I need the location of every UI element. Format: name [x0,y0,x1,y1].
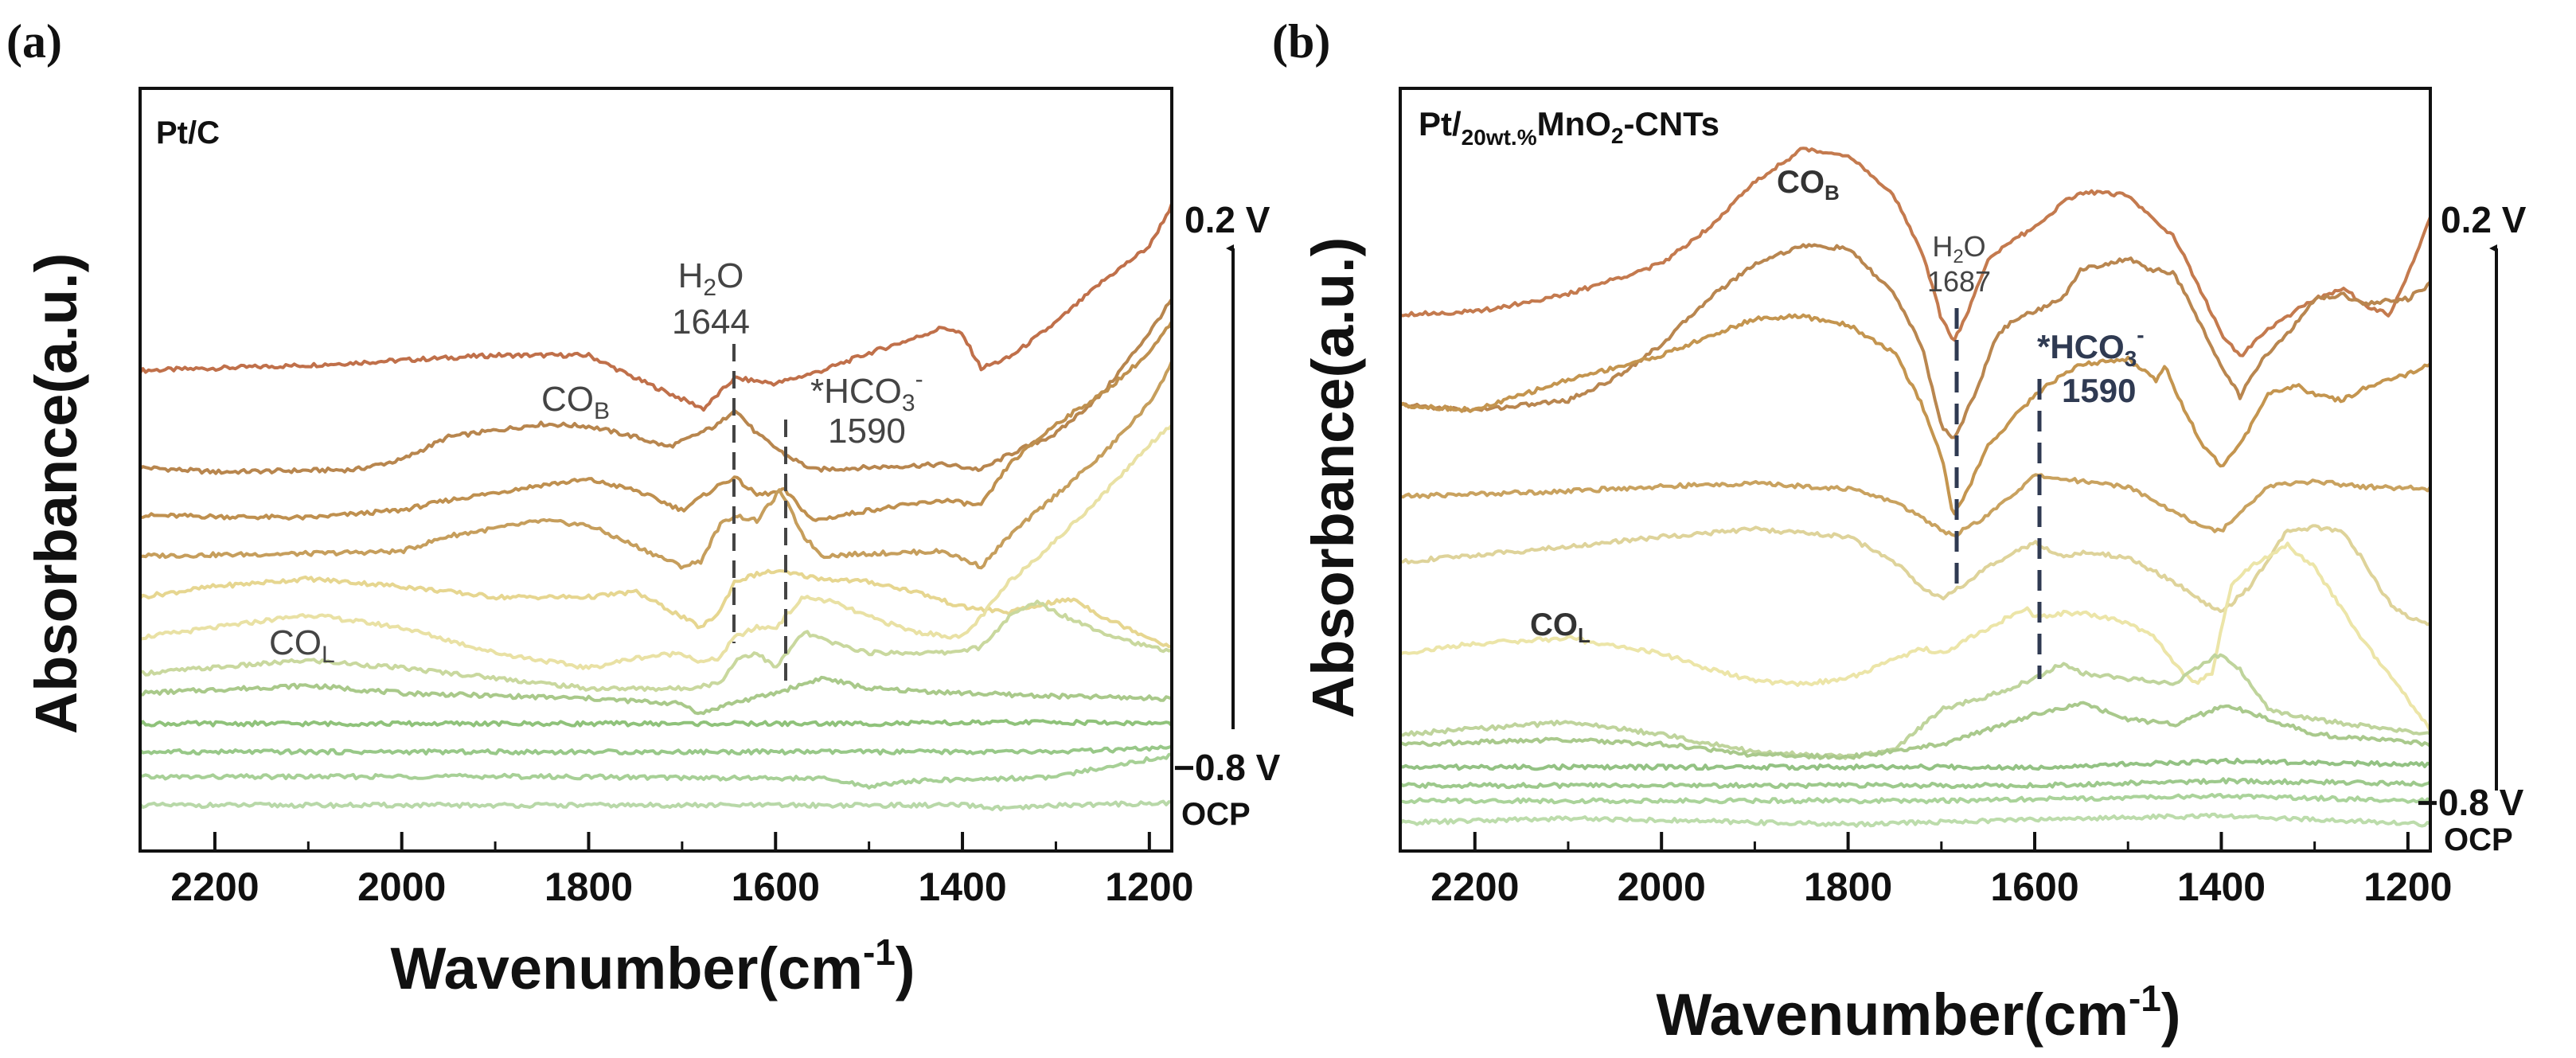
panel-a-sample-label: Pt/C [156,115,220,150]
x-tick-label-a: 1200 [1105,865,1193,909]
panel-b: (b) Absorbance(a.u.) 2200 2000 1800 1600 140… [1272,15,2527,1048]
panel-b-potential-top: 0.2 V [2441,199,2527,240]
spectrum-line-b-3 [1399,313,2432,516]
x-tick-label-b: 2000 [1618,865,1706,909]
panel-a-ocp-label: OCP [1181,797,1251,832]
spectrum-line-a-4 [139,361,1173,570]
panel-b-h2o-label: H2O [1932,230,1985,267]
panel-a-y-axis-title: Absorbance(a.u.) [23,253,89,734]
panel-a-cob-label: COB [541,380,610,424]
spectrum-line-a-5 [139,568,1173,649]
panel-b-potential-bottom: −0.8 V [2417,782,2524,823]
panel-b-ocp-label: OCP [2444,822,2513,857]
panel-b-cob-label: COB [1777,165,1840,205]
spectrum-line-a-3 [139,320,1173,522]
panel-a-col-label: COL [269,623,335,668]
panel-a-plot-area: 2200 2000 1800 1600 1400 1200 [139,202,1193,909]
panel-b-h2o-wavenumber: 1687 [1927,265,1991,298]
x-tick-label-a: 1600 [732,865,820,909]
x-tick-label-a: 2200 [170,865,259,909]
spectrum-line-a-9 [139,719,1173,728]
panel-b-letter: (b) [1272,15,1330,68]
panel-a-x-axis-title: Wavenumber(cm-1) [390,931,915,1001]
spectrum-line-b-6 [1399,541,2432,732]
panel-b-frame [1399,87,2432,853]
panel-a-hco3-label: *HCO3- [810,366,923,416]
panel-a-letter: (a) [6,15,62,68]
panel-a-potential-bottom: −0.8 V [1173,747,1281,788]
panel-b-plot-area: 2200 2000 1800 1600 1400 1200 [1399,146,2452,909]
panel-b-x-axis-title: Wavenumber(cm-1) [1656,978,2180,1048]
x-tick-label-b: 1200 [2363,865,2452,909]
panel-a: (a) Absorbance(a.u.) 2200 2000 1800 1600 140… [6,15,1281,1001]
spectrum-line-b-2 [1399,243,2432,439]
x-tick-label-a: 1800 [544,865,633,909]
panel-a-potential-top: 0.2 V [1185,199,1270,240]
spectrum-line-b-12 [1399,812,2431,828]
x-tick-label-a: 2000 [357,865,446,909]
spectrum-line-b-1 [1399,146,2432,357]
spectrum-line-a-11 [139,752,1173,790]
spectrum-line-b-7 [1399,653,2431,760]
spectrum-line-a-7 [139,599,1173,693]
spectrum-line-a-10 [139,744,1173,756]
x-tick-label-b: 1600 [1990,865,2078,909]
spectrum-line-a-12 [139,799,1173,812]
panel-a-h2o-wavenumber: 1644 [672,303,750,342]
x-tick-label-b: 1800 [1804,865,1892,909]
spectrum-line-b-8 [1399,701,2432,760]
panel-a-hco3-wavenumber: 1590 [828,412,906,451]
x-tick-label-b: 2200 [1430,865,1519,909]
spectrum-line-b-9 [1399,757,2431,771]
x-tick-label-a: 1400 [918,865,1006,909]
spectrum-line-a-1 [139,202,1173,412]
panel-b-y-axis-title: Absorbance(a.u.) [1300,237,1366,718]
panel-b-col-label: COL [1530,607,1590,647]
panel-b-hco3-label: *HCO3- [2037,322,2145,371]
spectrum-line-b-5 [1399,524,2431,627]
x-tick-label-b: 1400 [2177,865,2266,909]
spectrum-line-a-6 [139,424,1173,670]
panel-a-frame [139,87,1173,853]
panel-b-hco3-wavenumber: 1590 [2062,372,2136,409]
spectrum-line-b-4 [1399,473,2432,537]
panel-b-sample-label: Pt/20wt.%MnO2-CNTs [1419,105,1719,150]
spectrum-line-a-2 [139,298,1173,475]
spectrum-line-a-8 [139,675,1173,716]
spectrum-line-b-11 [1400,793,2432,805]
spectrum-line-b-10 [1399,777,2431,790]
panel-a-h2o-label: H2O [678,256,744,301]
